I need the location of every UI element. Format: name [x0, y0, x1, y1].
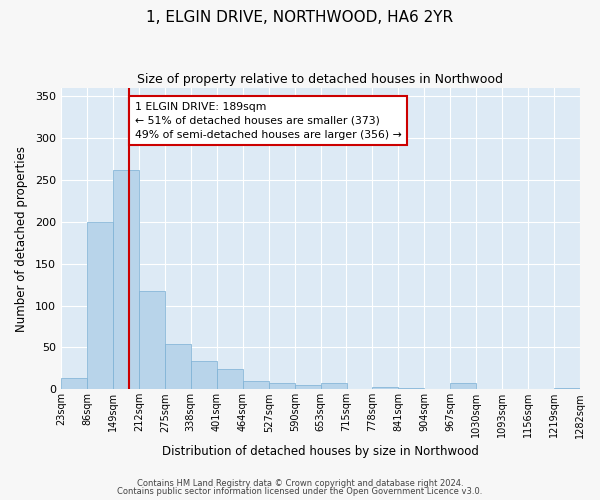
Text: Contains HM Land Registry data © Crown copyright and database right 2024.: Contains HM Land Registry data © Crown c… [137, 478, 463, 488]
Bar [87, 222, 113, 390]
Title: Size of property relative to detached houses in Northwood: Size of property relative to detached ho… [137, 72, 503, 86]
Bar [398, 388, 424, 390]
Bar [217, 369, 243, 390]
Bar [554, 388, 580, 390]
Text: Contains public sector information licensed under the Open Government Licence v3: Contains public sector information licen… [118, 487, 482, 496]
Bar [320, 384, 347, 390]
Text: 1 ELGIN DRIVE: 189sqm
← 51% of detached houses are smaller (373)
49% of semi-det: 1 ELGIN DRIVE: 189sqm ← 51% of detached … [134, 102, 401, 140]
Bar [165, 344, 191, 390]
Bar [243, 381, 269, 390]
Text: 1, ELGIN DRIVE, NORTHWOOD, HA6 2YR: 1, ELGIN DRIVE, NORTHWOOD, HA6 2YR [146, 10, 454, 25]
Bar [113, 170, 139, 390]
Bar [191, 361, 217, 390]
Y-axis label: Number of detached properties: Number of detached properties [15, 146, 28, 332]
Bar [372, 387, 398, 390]
Bar [269, 382, 295, 390]
X-axis label: Distribution of detached houses by size in Northwood: Distribution of detached houses by size … [162, 444, 479, 458]
Bar [61, 378, 87, 390]
Bar [450, 382, 476, 390]
Bar [139, 290, 165, 390]
Bar [295, 385, 320, 390]
